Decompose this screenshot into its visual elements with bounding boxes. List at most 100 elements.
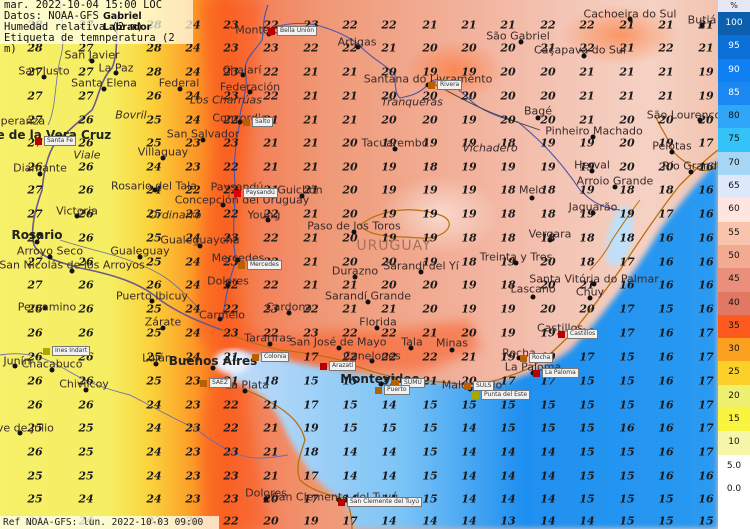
weather-station[interactable]: Salto <box>243 117 274 127</box>
weather-station[interactable]: Rocha <box>520 353 554 363</box>
weather-station[interactable]: San Clemente del Tuyú <box>338 497 423 507</box>
temperature-value: 21 <box>342 89 358 103</box>
weather-station[interactable]: Ines Indart <box>43 346 91 356</box>
temperature-value: 20 <box>342 255 358 269</box>
weather-station[interactable]: SAEZ <box>200 378 231 388</box>
temperature-value: 15 <box>658 302 674 316</box>
temperature-value: 22 <box>342 18 358 32</box>
city-marker-icon <box>449 347 455 353</box>
city-marker-icon <box>627 16 633 22</box>
city-label: Santa Elena <box>71 76 137 90</box>
legend-unit: % <box>718 0 750 12</box>
temperature-value: 15 <box>579 421 595 435</box>
city-marker-icon <box>267 341 273 347</box>
city-label: São Lourenço <box>646 108 718 122</box>
station-label: Paysandú <box>243 188 278 198</box>
station-label: Ines Indart <box>52 346 91 356</box>
temperature-value: 15 <box>698 514 714 528</box>
temperature-value: 14 <box>342 469 358 483</box>
temperature-value: 22 <box>223 160 239 174</box>
temperature-value: 25 <box>27 421 43 435</box>
weather-station[interactable]: Castillos <box>558 329 599 339</box>
temperature-value: 19 <box>579 183 595 197</box>
temperature-value: 21 <box>303 278 319 292</box>
temperature-value: 26 <box>78 207 94 221</box>
weather-station[interactable]: Punta del Este <box>472 390 531 400</box>
temperature-value: 16 <box>658 231 674 245</box>
temperature-value: 19 <box>422 231 438 245</box>
city-marker-icon <box>587 295 593 301</box>
city-marker-icon <box>518 39 524 45</box>
weather-station[interactable]: Bella Unión <box>268 26 318 36</box>
temperature-value: 14 <box>461 492 477 506</box>
temperature-value: 19 <box>658 136 674 150</box>
temperature-value: 22 <box>303 41 319 55</box>
humidity-map[interactable]: 2827282423222322222121212222212121282728… <box>0 0 718 529</box>
temperature-value: 19 <box>540 136 556 150</box>
temperature-value: 15 <box>461 398 477 412</box>
city-label: eve de Julio <box>0 421 54 435</box>
temperature-value: 22 <box>381 350 397 364</box>
legend-swatch: 40 <box>718 291 750 315</box>
temperature-value: 21 <box>579 89 595 103</box>
temperature-value: 19 <box>422 183 438 197</box>
city-label: Villaguay <box>137 145 189 159</box>
weather-station[interactable]: SUMU <box>392 378 425 388</box>
city-label: Melo <box>518 183 546 197</box>
temperature-value: 19 <box>579 136 595 150</box>
weather-station[interactable]: Rivera <box>428 80 463 90</box>
temperature-value: 21 <box>658 89 674 103</box>
weather-station[interactable]: Colonia <box>252 352 290 362</box>
city-label: La Paz <box>98 61 134 75</box>
station-label: Puerto <box>384 385 410 395</box>
legend-swatch: 15 <box>718 408 750 432</box>
temperature-value: 21 <box>619 18 635 32</box>
temperature-value: 15 <box>579 445 595 459</box>
temperature-value: 15 <box>422 398 438 412</box>
weather-station[interactable]: Puerto <box>375 385 410 395</box>
city-label: Gualeguaychú <box>160 233 240 247</box>
temperature-value: 21 <box>698 41 714 55</box>
temperature-value: 20 <box>381 278 397 292</box>
city-label: Rosario <box>11 228 63 242</box>
temperature-value: 28 <box>146 41 162 55</box>
temperature-value: 26 <box>146 89 162 103</box>
legend-swatch: 85 <box>718 81 750 106</box>
temperature-value: 18 <box>579 255 595 269</box>
temperature-value: 21 <box>698 18 714 32</box>
weather-station[interactable]: Mercedes <box>238 260 282 270</box>
temperature-value: 26 <box>27 445 43 459</box>
temperature-value: 20 <box>461 89 477 103</box>
station-label: Arazatí <box>329 361 357 371</box>
weather-station[interactable]: Arazatí <box>320 361 357 371</box>
temperature-value: 21 <box>658 18 674 32</box>
weather-station[interactable]: Paysandú <box>234 188 278 198</box>
temperature-value: 22 <box>579 41 595 55</box>
city-label: Chajarí <box>222 63 262 77</box>
temperature-value: 23 <box>185 469 201 483</box>
temperature-value: 15 <box>579 374 595 388</box>
temperature-value: 21 <box>342 278 358 292</box>
temperature-value: 20 <box>342 136 358 150</box>
city-marker-icon <box>612 184 618 190</box>
temperature-value: 22 <box>342 350 358 364</box>
weather-station[interactable]: La Paloma <box>533 368 579 378</box>
temperature-value: 23 <box>223 136 239 150</box>
station-marker-icon <box>428 81 435 89</box>
temperature-value: 16 <box>658 350 674 364</box>
station-label: San Clemente del Tuyú <box>347 497 423 507</box>
station-label: Punta del Este <box>481 390 531 400</box>
temperature-value: 19 <box>500 350 516 364</box>
weather-station[interactable]: Santa Fe <box>35 136 77 146</box>
city-marker-icon <box>263 496 269 502</box>
temperature-value: 21 <box>461 350 477 364</box>
temperature-value: 26 <box>146 278 162 292</box>
temperature-value: 27 <box>78 65 94 79</box>
temperature-value: 21 <box>619 41 635 55</box>
temperature-value: 22 <box>263 89 279 103</box>
city-label: Victoria <box>56 204 98 218</box>
city-label: Puerto Ibicuy <box>115 289 189 303</box>
temperature-value: 17 <box>698 445 714 459</box>
station-marker-icon <box>320 362 327 370</box>
station-marker-icon <box>520 354 527 362</box>
